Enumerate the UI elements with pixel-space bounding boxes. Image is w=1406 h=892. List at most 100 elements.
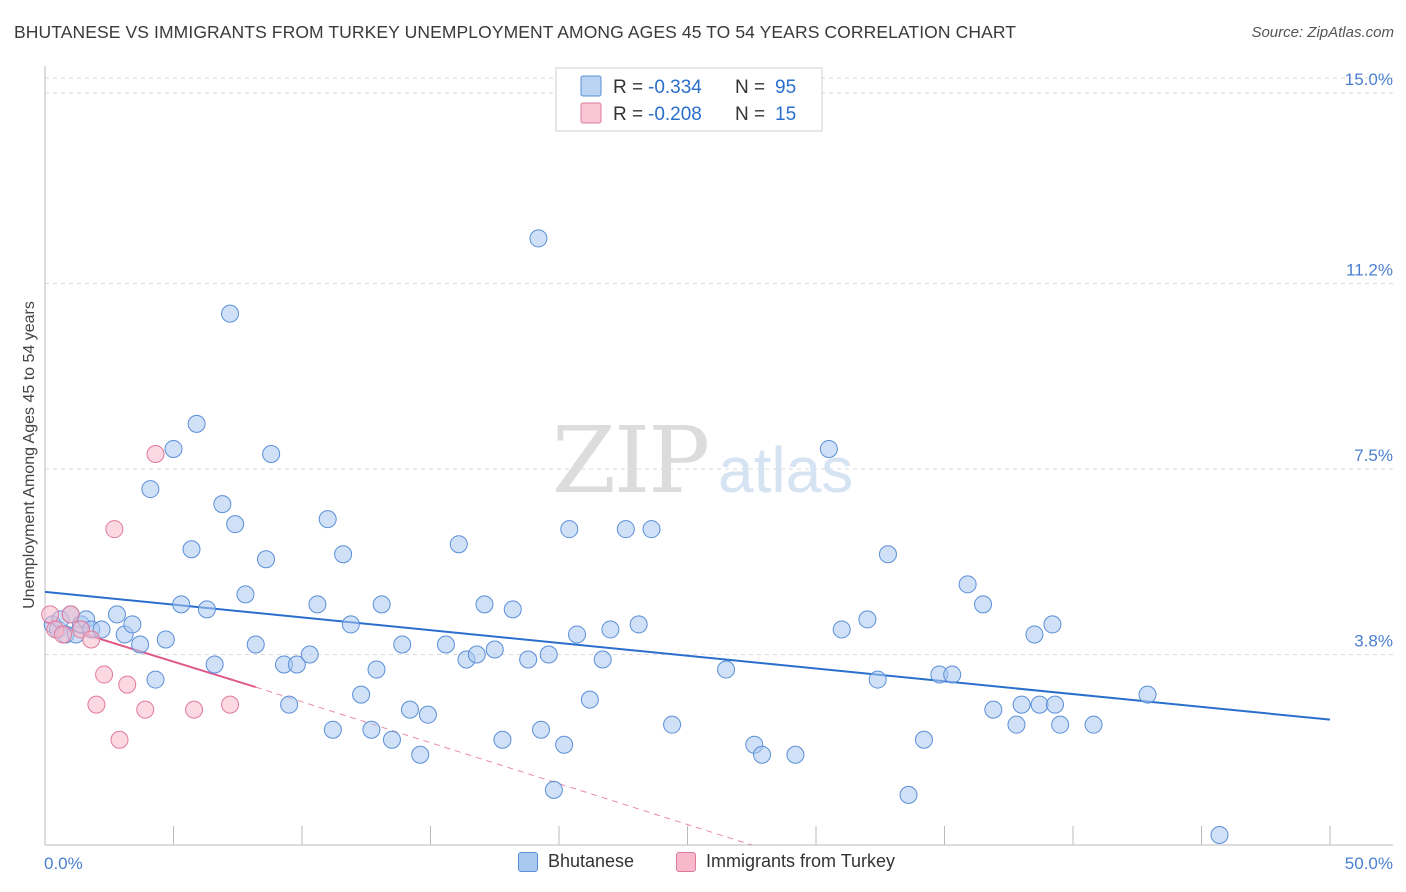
data-point-bhutanese xyxy=(1210,825,1229,844)
source-credit: Source: ZipAtlas.com xyxy=(1251,24,1394,41)
data-point-bhutanese xyxy=(1007,715,1026,734)
legend-label: Immigrants from Turkey xyxy=(706,851,896,871)
data-point-immigrants-from-turkey xyxy=(185,700,204,719)
data-point-bhutanese xyxy=(567,625,586,644)
data-point-bhutanese xyxy=(257,550,276,569)
data-point-bhutanese xyxy=(226,515,245,534)
data-point-bhutanese xyxy=(580,690,599,709)
y-tick-label: 7.5% xyxy=(1354,446,1393,465)
data-point-bhutanese xyxy=(300,645,319,664)
data-point-bhutanese xyxy=(146,670,165,689)
data-point-bhutanese xyxy=(352,685,371,704)
data-point-bhutanese xyxy=(663,715,682,734)
trend-line-bhutanese xyxy=(44,590,1331,721)
data-point-immigrants-from-turkey xyxy=(95,665,114,684)
data-point-bhutanese xyxy=(1084,715,1103,734)
data-point-immigrants-from-turkey xyxy=(146,444,165,463)
data-point-bhutanese xyxy=(899,785,918,804)
data-point-bhutanese xyxy=(172,595,191,614)
legend-n-label: N = xyxy=(735,77,765,98)
chart-title: BHUTANESE VS IMMIGRANTS FROM TURKEY UNEM… xyxy=(14,22,1017,42)
data-point-immigrants-from-turkey xyxy=(61,605,80,624)
data-point-bhutanese xyxy=(262,444,281,463)
legend-box: R = -0.334 N = 95 R = -0.208 N = 15 xyxy=(555,67,823,132)
data-point-bhutanese xyxy=(182,540,201,559)
data-point-immigrants-from-turkey xyxy=(87,695,106,714)
legend-r-label: R = xyxy=(613,77,643,98)
data-point-bhutanese xyxy=(819,439,838,458)
legend-n-label: N = xyxy=(735,104,765,125)
x-tick-label: 0.0% xyxy=(44,854,83,873)
legend-swatch-pink xyxy=(676,851,696,872)
data-point-bhutanese xyxy=(221,304,240,323)
data-point-bhutanese xyxy=(475,595,494,614)
data-point-bhutanese xyxy=(362,720,381,739)
legend-item-bhutanese[interactable]: Bhutanese xyxy=(518,851,634,872)
data-point-bhutanese xyxy=(616,520,635,539)
data-points xyxy=(41,229,1229,844)
data-point-bhutanese xyxy=(958,575,977,594)
data-point-bhutanese xyxy=(868,670,887,689)
grid-lines xyxy=(45,77,1393,656)
data-point-bhutanese xyxy=(753,745,772,764)
data-point-immigrants-from-turkey xyxy=(41,605,60,624)
data-point-bhutanese xyxy=(503,600,522,619)
trend-line-extension xyxy=(255,686,752,846)
data-point-bhutanese xyxy=(393,635,412,654)
tick-labels: 3.8% 7.5% 11.2% 15.0% 0.0% 50.0% xyxy=(44,70,1393,873)
data-point-bhutanese xyxy=(555,735,574,754)
data-point-bhutanese xyxy=(107,605,126,624)
watermark: ZIP atlas xyxy=(552,407,853,514)
data-point-bhutanese xyxy=(246,635,265,654)
data-point-bhutanese xyxy=(832,620,851,639)
data-point-bhutanese xyxy=(1043,615,1062,634)
data-point-bhutanese xyxy=(786,745,805,764)
data-point-bhutanese xyxy=(449,535,468,554)
data-point-bhutanese xyxy=(382,730,401,749)
data-point-bhutanese xyxy=(418,705,437,724)
legend-r-label: R = xyxy=(613,104,643,125)
data-point-bhutanese xyxy=(485,640,504,659)
data-point-bhutanese xyxy=(943,665,962,684)
legend-swatch-blue xyxy=(518,851,538,872)
data-point-bhutanese xyxy=(1046,695,1065,714)
data-point-bhutanese xyxy=(341,615,360,634)
data-point-bhutanese xyxy=(493,730,512,749)
data-point-bhutanese xyxy=(1012,695,1031,714)
data-point-bhutanese xyxy=(984,700,1003,719)
y-tick-label: 15.0% xyxy=(1345,70,1393,89)
data-point-bhutanese xyxy=(467,645,486,664)
data-point-immigrants-from-turkey xyxy=(82,630,101,649)
legend-label: Bhutanese xyxy=(548,851,635,871)
data-point-bhutanese xyxy=(308,595,327,614)
legend-item-immigrants-from-turkey[interactable]: Immigrants from Turkey xyxy=(676,851,895,872)
data-point-bhutanese xyxy=(974,595,993,614)
legend-r-value: -0.334 xyxy=(648,77,702,98)
data-point-bhutanese xyxy=(287,655,306,674)
data-point-bhutanese xyxy=(197,600,216,619)
data-point-bhutanese xyxy=(544,780,563,799)
data-point-bhutanese xyxy=(156,630,175,649)
data-point-bhutanese xyxy=(411,745,430,764)
data-point-bhutanese xyxy=(141,480,160,499)
y-tick-label: 3.8% xyxy=(1354,632,1393,651)
legend-n-value: 95 xyxy=(775,77,796,98)
data-point-bhutanese xyxy=(629,615,648,634)
data-point-bhutanese xyxy=(280,695,299,714)
data-point-immigrants-from-turkey xyxy=(221,695,240,714)
data-point-bhutanese xyxy=(213,495,232,514)
data-point-bhutanese xyxy=(539,645,558,664)
data-point-immigrants-from-turkey xyxy=(118,675,137,694)
data-point-bhutanese xyxy=(123,615,142,634)
axes xyxy=(44,66,1393,846)
data-point-bhutanese xyxy=(1051,715,1070,734)
data-point-immigrants-from-turkey xyxy=(110,730,129,749)
data-point-bhutanese xyxy=(914,730,933,749)
data-point-bhutanese xyxy=(367,660,386,679)
data-point-bhutanese xyxy=(642,520,661,539)
data-point-bhutanese xyxy=(164,439,183,458)
data-point-bhutanese xyxy=(436,635,455,654)
data-point-bhutanese xyxy=(372,595,391,614)
watermark-zip: ZIP xyxy=(552,407,708,514)
data-point-bhutanese xyxy=(187,414,206,433)
